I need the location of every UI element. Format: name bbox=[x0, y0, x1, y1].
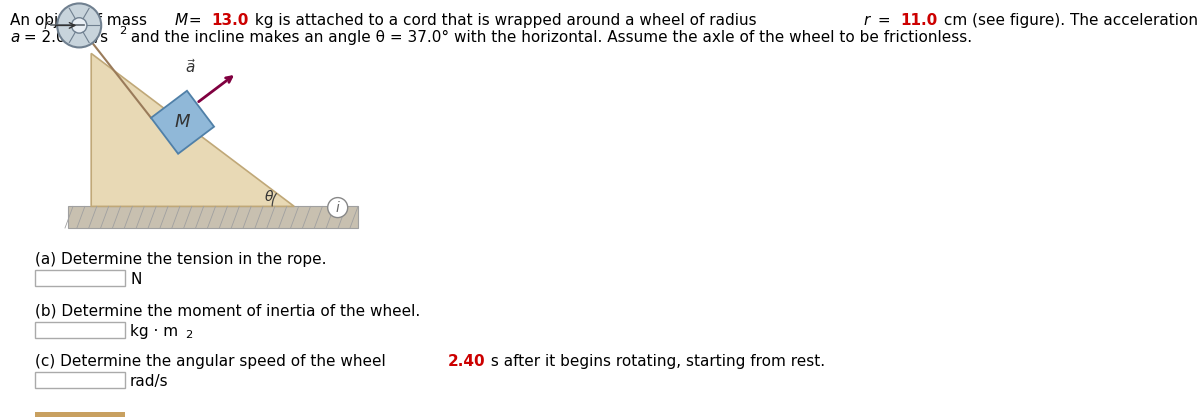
Text: =: = bbox=[872, 13, 895, 28]
Text: M: M bbox=[175, 113, 191, 131]
Text: An object of mass: An object of mass bbox=[10, 13, 152, 28]
Polygon shape bbox=[91, 53, 294, 206]
Circle shape bbox=[328, 198, 348, 218]
Circle shape bbox=[58, 3, 101, 48]
FancyBboxPatch shape bbox=[35, 372, 125, 388]
Text: =: = bbox=[184, 13, 206, 28]
Text: 2: 2 bbox=[185, 330, 192, 340]
FancyBboxPatch shape bbox=[35, 270, 125, 286]
Text: s after it begins rotating, starting from rest.: s after it begins rotating, starting fro… bbox=[486, 354, 826, 369]
Text: i: i bbox=[336, 201, 340, 215]
Text: and the incline makes an angle θ = 37.0° with the horizontal. Assume the axle of: and the incline makes an angle θ = 37.0°… bbox=[126, 30, 972, 45]
Text: 11.0: 11.0 bbox=[900, 13, 937, 28]
Text: a: a bbox=[10, 30, 19, 45]
Bar bbox=[35, 412, 125, 417]
Text: = 2.00 m/s: = 2.00 m/s bbox=[19, 30, 108, 45]
Text: cm (see figure). The acceleration of the object down the frictionless incline is: cm (see figure). The acceleration of the… bbox=[938, 13, 1200, 28]
Text: kg is attached to a cord that is wrapped around a wheel of radius: kg is attached to a cord that is wrapped… bbox=[250, 13, 761, 28]
Text: 2: 2 bbox=[120, 26, 127, 36]
Text: $\vec{a}$: $\vec{a}$ bbox=[185, 58, 196, 76]
Polygon shape bbox=[151, 91, 214, 154]
Circle shape bbox=[72, 18, 86, 33]
Text: 13.0: 13.0 bbox=[211, 13, 248, 28]
Text: θ: θ bbox=[265, 189, 274, 203]
Text: M: M bbox=[175, 13, 188, 28]
Text: (c) Determine the angular speed of the wheel: (c) Determine the angular speed of the w… bbox=[35, 354, 391, 369]
Text: r: r bbox=[43, 18, 49, 33]
Text: (b) Determine the moment of inertia of the wheel.: (b) Determine the moment of inertia of t… bbox=[35, 303, 420, 318]
Text: 2.40: 2.40 bbox=[448, 354, 485, 369]
FancyBboxPatch shape bbox=[35, 322, 125, 338]
Text: kg · m: kg · m bbox=[130, 324, 178, 339]
Text: rad/s: rad/s bbox=[130, 374, 169, 389]
Bar bbox=[68, 206, 358, 228]
Text: N: N bbox=[130, 272, 142, 287]
Text: (a) Determine the tension in the rope.: (a) Determine the tension in the rope. bbox=[35, 252, 326, 267]
Text: r: r bbox=[864, 13, 870, 28]
